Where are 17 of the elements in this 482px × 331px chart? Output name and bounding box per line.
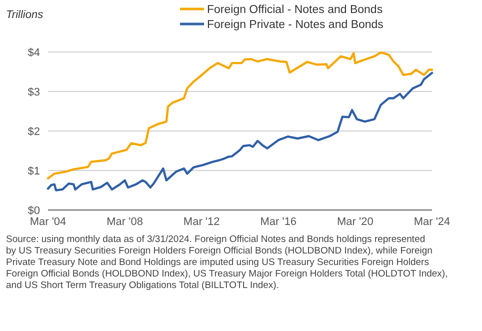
y-tick-label: $1 bbox=[28, 165, 40, 178]
x-tick-label: Mar '24 bbox=[414, 216, 450, 228]
legend-label: Foreign Private - Notes and Bonds bbox=[207, 19, 384, 32]
y-tick-label: $3 bbox=[28, 86, 40, 98]
line-series bbox=[46, 72, 434, 192]
x-tick-label: Mar '16 bbox=[260, 216, 297, 228]
y-axis-title: Trillions bbox=[6, 9, 44, 21]
line-series bbox=[46, 51, 434, 180]
y-tick-label: $0 bbox=[28, 204, 40, 217]
x-tick-label: Mar '04 bbox=[30, 216, 66, 228]
x-tick-label: Mar '08 bbox=[106, 216, 143, 228]
x-tick-label: Mar '20 bbox=[337, 216, 374, 228]
x-tick-label: Mar '12 bbox=[183, 216, 220, 228]
y-tick-label: $4 bbox=[28, 46, 40, 59]
y-tick-label: $2 bbox=[28, 126, 40, 138]
source-note: Source: using monthly data as of 3/31/2024. Foreign Official Notes and Bonds holdings represented by US Treasury Securities Foreign Holders Foreign Official Bonds (HOLDBOND Index), while Foreign Private Treasury Note and Bond Holdings are imputed using US Treasury Securities Foreign Holders Foreign Official Bonds (HOLDBOND Index), US Treasury Major Foreign Holders Total (HOLDTOT Index), and US Short Term Treasury Obligations Total (BILLTOTL Index). bbox=[6, 234, 448, 291]
legend-label: Foreign Official - Notes and Bonds bbox=[207, 4, 383, 16]
